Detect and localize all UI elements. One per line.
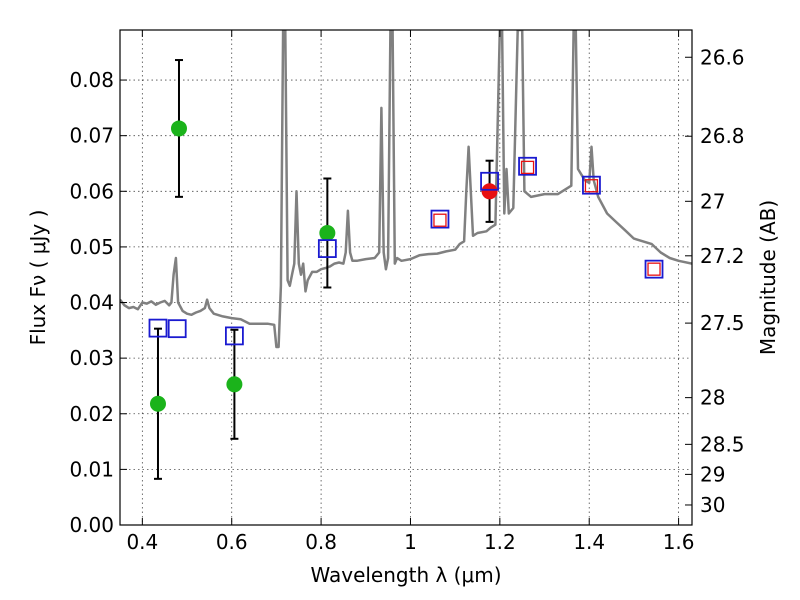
- data-point-circle: [319, 225, 336, 242]
- x-tick-label: 0.6: [216, 530, 248, 554]
- right-tick-label: 26.8: [700, 124, 745, 148]
- right-tick-label: 28.5: [700, 432, 745, 456]
- x-axis-label: Wavelength λ (μm): [310, 563, 501, 587]
- y-tick-label: 0.06: [69, 179, 114, 203]
- photometry-square: [518, 156, 537, 176]
- y-tick-label: 0.02: [69, 402, 114, 426]
- markers-layer: [148, 120, 664, 412]
- y-tick-label: 0.00: [69, 513, 114, 537]
- photometry-square: [584, 179, 599, 193]
- ticks-layer: 0.4 0.6 0.8 1 1.2 1.4 1.6 0.00 0.01 0.02 0.03 0.04 0…: [69, 30, 745, 554]
- spectrum-line: [120, 30, 692, 349]
- x-tick-label: 0.4: [126, 530, 158, 554]
- y-tick-label: 0.05: [69, 235, 114, 259]
- photometry-square: [224, 326, 244, 346]
- x-tick-label: 1.2: [484, 530, 516, 554]
- y-tick-label: 0.04: [69, 291, 114, 315]
- y-tick-label: 0.07: [69, 124, 114, 148]
- x-tick-label: 1: [404, 530, 417, 554]
- right-tick-label: 27.5: [700, 311, 745, 335]
- plot-frame: [119, 29, 693, 526]
- photometry-square: [433, 213, 447, 227]
- right-tick-label: 30: [700, 493, 725, 517]
- grid: [120, 30, 692, 526]
- data-point-circle: [170, 120, 187, 137]
- photometry-square: [644, 259, 664, 279]
- x-tick-label: 1.4: [573, 530, 605, 554]
- right-tick-label: 26.6: [700, 45, 745, 69]
- photometry-square: [148, 318, 168, 338]
- model-spectrum-layer: [120, 30, 692, 349]
- x-tick-label: 0.8: [305, 530, 337, 554]
- y-tick-label: 0.03: [69, 346, 114, 370]
- photometry-square: [480, 171, 499, 191]
- photometry-square: [167, 319, 187, 339]
- right-tick-label: 28: [700, 386, 725, 410]
- y-tick-label: 0.08: [69, 68, 114, 92]
- y-axis-label: Flux Fν ( μJy ): [26, 210, 50, 346]
- photometry-square: [520, 160, 535, 175]
- right-axis-label: Magnitude (AB): [756, 200, 780, 355]
- photometry-square: [582, 175, 601, 195]
- data-point-circle: [226, 376, 243, 393]
- photometry-square: [317, 239, 337, 258]
- data-point-circle: [481, 183, 498, 200]
- right-tick-label: 29: [700, 462, 725, 486]
- photometry-square: [430, 209, 450, 229]
- right-tick-label: 27: [700, 189, 725, 213]
- data-point-circle: [149, 395, 166, 412]
- y-tick-label: 0.01: [69, 457, 114, 481]
- right-tick-label: 27.2: [700, 244, 745, 268]
- x-tick-label: 1.6: [663, 530, 695, 554]
- photometry-square: [647, 262, 661, 276]
